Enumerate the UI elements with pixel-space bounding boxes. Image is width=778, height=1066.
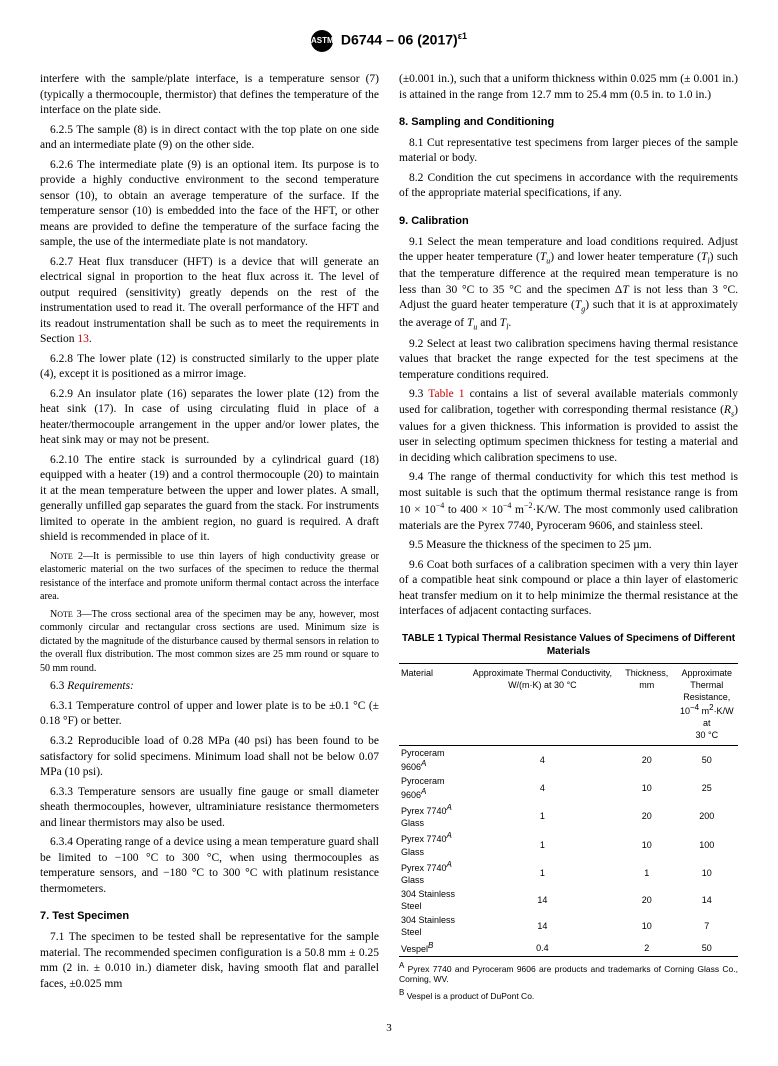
note-3: NOTE 3—The cross sectional area of the s… — [40, 608, 379, 676]
th-thickness: Thickness, mm — [618, 663, 676, 745]
p-82: 8.2 Condition the cut specimens in accor… — [399, 171, 738, 202]
table-row: 304 Stainless Steel14107 — [399, 913, 738, 939]
table-footnote-a: A Pyrex 7740 and Pyroceram 9606 are prod… — [399, 961, 738, 984]
p-81: 8.1 Cut representative test specimens fr… — [399, 136, 738, 167]
table-footnote-b: B Vespel is a product of DuPont Co. — [399, 988, 738, 1001]
p-634: 6.3.4 Operating range of a device using … — [40, 835, 379, 897]
p-6210: 6.2.10 The entire stack is surrounded by… — [40, 453, 379, 546]
designation: D6744 – 06 (2017) — [341, 32, 458, 48]
p-94: 9.4 The range of thermal conductivity fo… — [399, 470, 738, 534]
section-ref-13: 13 — [77, 333, 89, 345]
table-cell: 50 — [676, 940, 738, 957]
table-row: Pyrex 7740A Glass110100 — [399, 830, 738, 858]
table-cell: 14 — [676, 887, 738, 913]
p-93: 9.3 Table 1 contains a list of several a… — [399, 387, 738, 466]
table-cell: 100 — [676, 830, 738, 858]
astm-logo: ASTM — [311, 30, 333, 52]
table-cell: 20 — [618, 887, 676, 913]
table-cell: 20 — [618, 745, 676, 774]
table-ref-1: Table 1 — [428, 388, 464, 400]
p-627: 6.2.7 Heat flux transducer (HFT) is a de… — [40, 255, 379, 348]
table-row: Pyroceram 9606A42050 — [399, 745, 738, 774]
section-9-title: 9. Calibration — [399, 214, 738, 229]
table-cell: 0.4 — [467, 940, 618, 957]
p-92: 9.2 Select at least two calibration spec… — [399, 337, 738, 384]
p-633: 6.3.3 Temperature sensors are usually fi… — [40, 785, 379, 832]
epsilon: ε1 — [458, 31, 467, 41]
table-title: TABLE 1 Typical Thermal Resistance Value… — [399, 632, 738, 659]
p-63: 6.3 Requirements: — [40, 679, 379, 695]
p-71: 7.1 The specimen to be tested shall be r… — [40, 930, 379, 992]
table-cell: 304 Stainless Steel — [399, 913, 467, 939]
table-cell: Pyrex 7740A Glass — [399, 830, 467, 858]
th-material: Material — [399, 663, 467, 745]
table-row: Pyrex 7740A Glass120200 — [399, 802, 738, 830]
table-row: Pyrex 7740A Glass1110 — [399, 859, 738, 887]
th-conductivity: Approximate Thermal Conductivity, W/(m·K… — [467, 663, 618, 745]
p-631: 6.3.1 Temperature control of upper and l… — [40, 699, 379, 730]
table-cell: 25 — [676, 774, 738, 802]
table-cell: 4 — [467, 745, 618, 774]
table-cell: 10 — [676, 859, 738, 887]
table-row: Pyroceram 9606A41025 — [399, 774, 738, 802]
note-2: NOTE NOTE 2—It is permissible to use thi… — [40, 550, 379, 604]
table-cell: 2 — [618, 940, 676, 957]
table-cell: 1 — [467, 830, 618, 858]
p-95: 9.5 Measure the thickness of the specime… — [399, 538, 738, 554]
p-625: 6.2.5 The sample (8) is in direct contac… — [40, 123, 379, 154]
p-71-cont: (±0.001 in.), such that a uniform thickn… — [399, 72, 738, 103]
section-7-title: 7. Test Specimen — [40, 909, 379, 924]
p-96: 9.6 Coat both surfaces of a calibration … — [399, 558, 738, 620]
table-cell: 304 Stainless Steel — [399, 887, 467, 913]
table-cell: 14 — [467, 913, 618, 939]
table-cell: 10 — [618, 774, 676, 802]
p-629: 6.2.9 An insulator plate (16) separates … — [40, 387, 379, 449]
p-626: 6.2.6 The intermediate plate (9) is an o… — [40, 158, 379, 251]
thermal-table: Material Approximate Thermal Conductivit… — [399, 663, 738, 957]
table-cell: Pyrex 7740A Glass — [399, 802, 467, 830]
table-cell: Pyroceram 9606A — [399, 745, 467, 774]
p-632: 6.3.2 Reproducible load of 0.28 MPa (40 … — [40, 734, 379, 781]
table-cell: 20 — [618, 802, 676, 830]
table-cell: 10 — [618, 830, 676, 858]
table-cell: 50 — [676, 745, 738, 774]
table-cell: 1 — [467, 802, 618, 830]
table-cell: 14 — [467, 887, 618, 913]
table-row: VespelB0.4250 — [399, 940, 738, 957]
body-columns: interfere with the sample/plate interfac… — [40, 72, 738, 1001]
table-cell: Pyrex 7740A Glass — [399, 859, 467, 887]
table-cell: VespelB — [399, 940, 467, 957]
page-header: ASTM D6744 – 06 (2017)ε1 — [40, 30, 738, 52]
table-cell: 7 — [676, 913, 738, 939]
table-cell: 1 — [467, 859, 618, 887]
table-row: 304 Stainless Steel142014 — [399, 887, 738, 913]
page-number: 3 — [40, 1021, 738, 1036]
table-cell: 1 — [618, 859, 676, 887]
p-intro: interfere with the sample/plate interfac… — [40, 72, 379, 119]
table-1: TABLE 1 Typical Thermal Resistance Value… — [399, 632, 738, 1001]
th-resistance: ApproximateThermalResistance,10−4 m2·K/W… — [676, 663, 738, 745]
p-628: 6.2.8 The lower plate (12) is constructe… — [40, 352, 379, 383]
section-8-title: 8. Sampling and Conditioning — [399, 115, 738, 130]
table-cell: Pyroceram 9606A — [399, 774, 467, 802]
table-cell: 4 — [467, 774, 618, 802]
p-91: 9.1 Select the mean temperature and load… — [399, 235, 738, 333]
table-cell: 200 — [676, 802, 738, 830]
table-cell: 10 — [618, 913, 676, 939]
